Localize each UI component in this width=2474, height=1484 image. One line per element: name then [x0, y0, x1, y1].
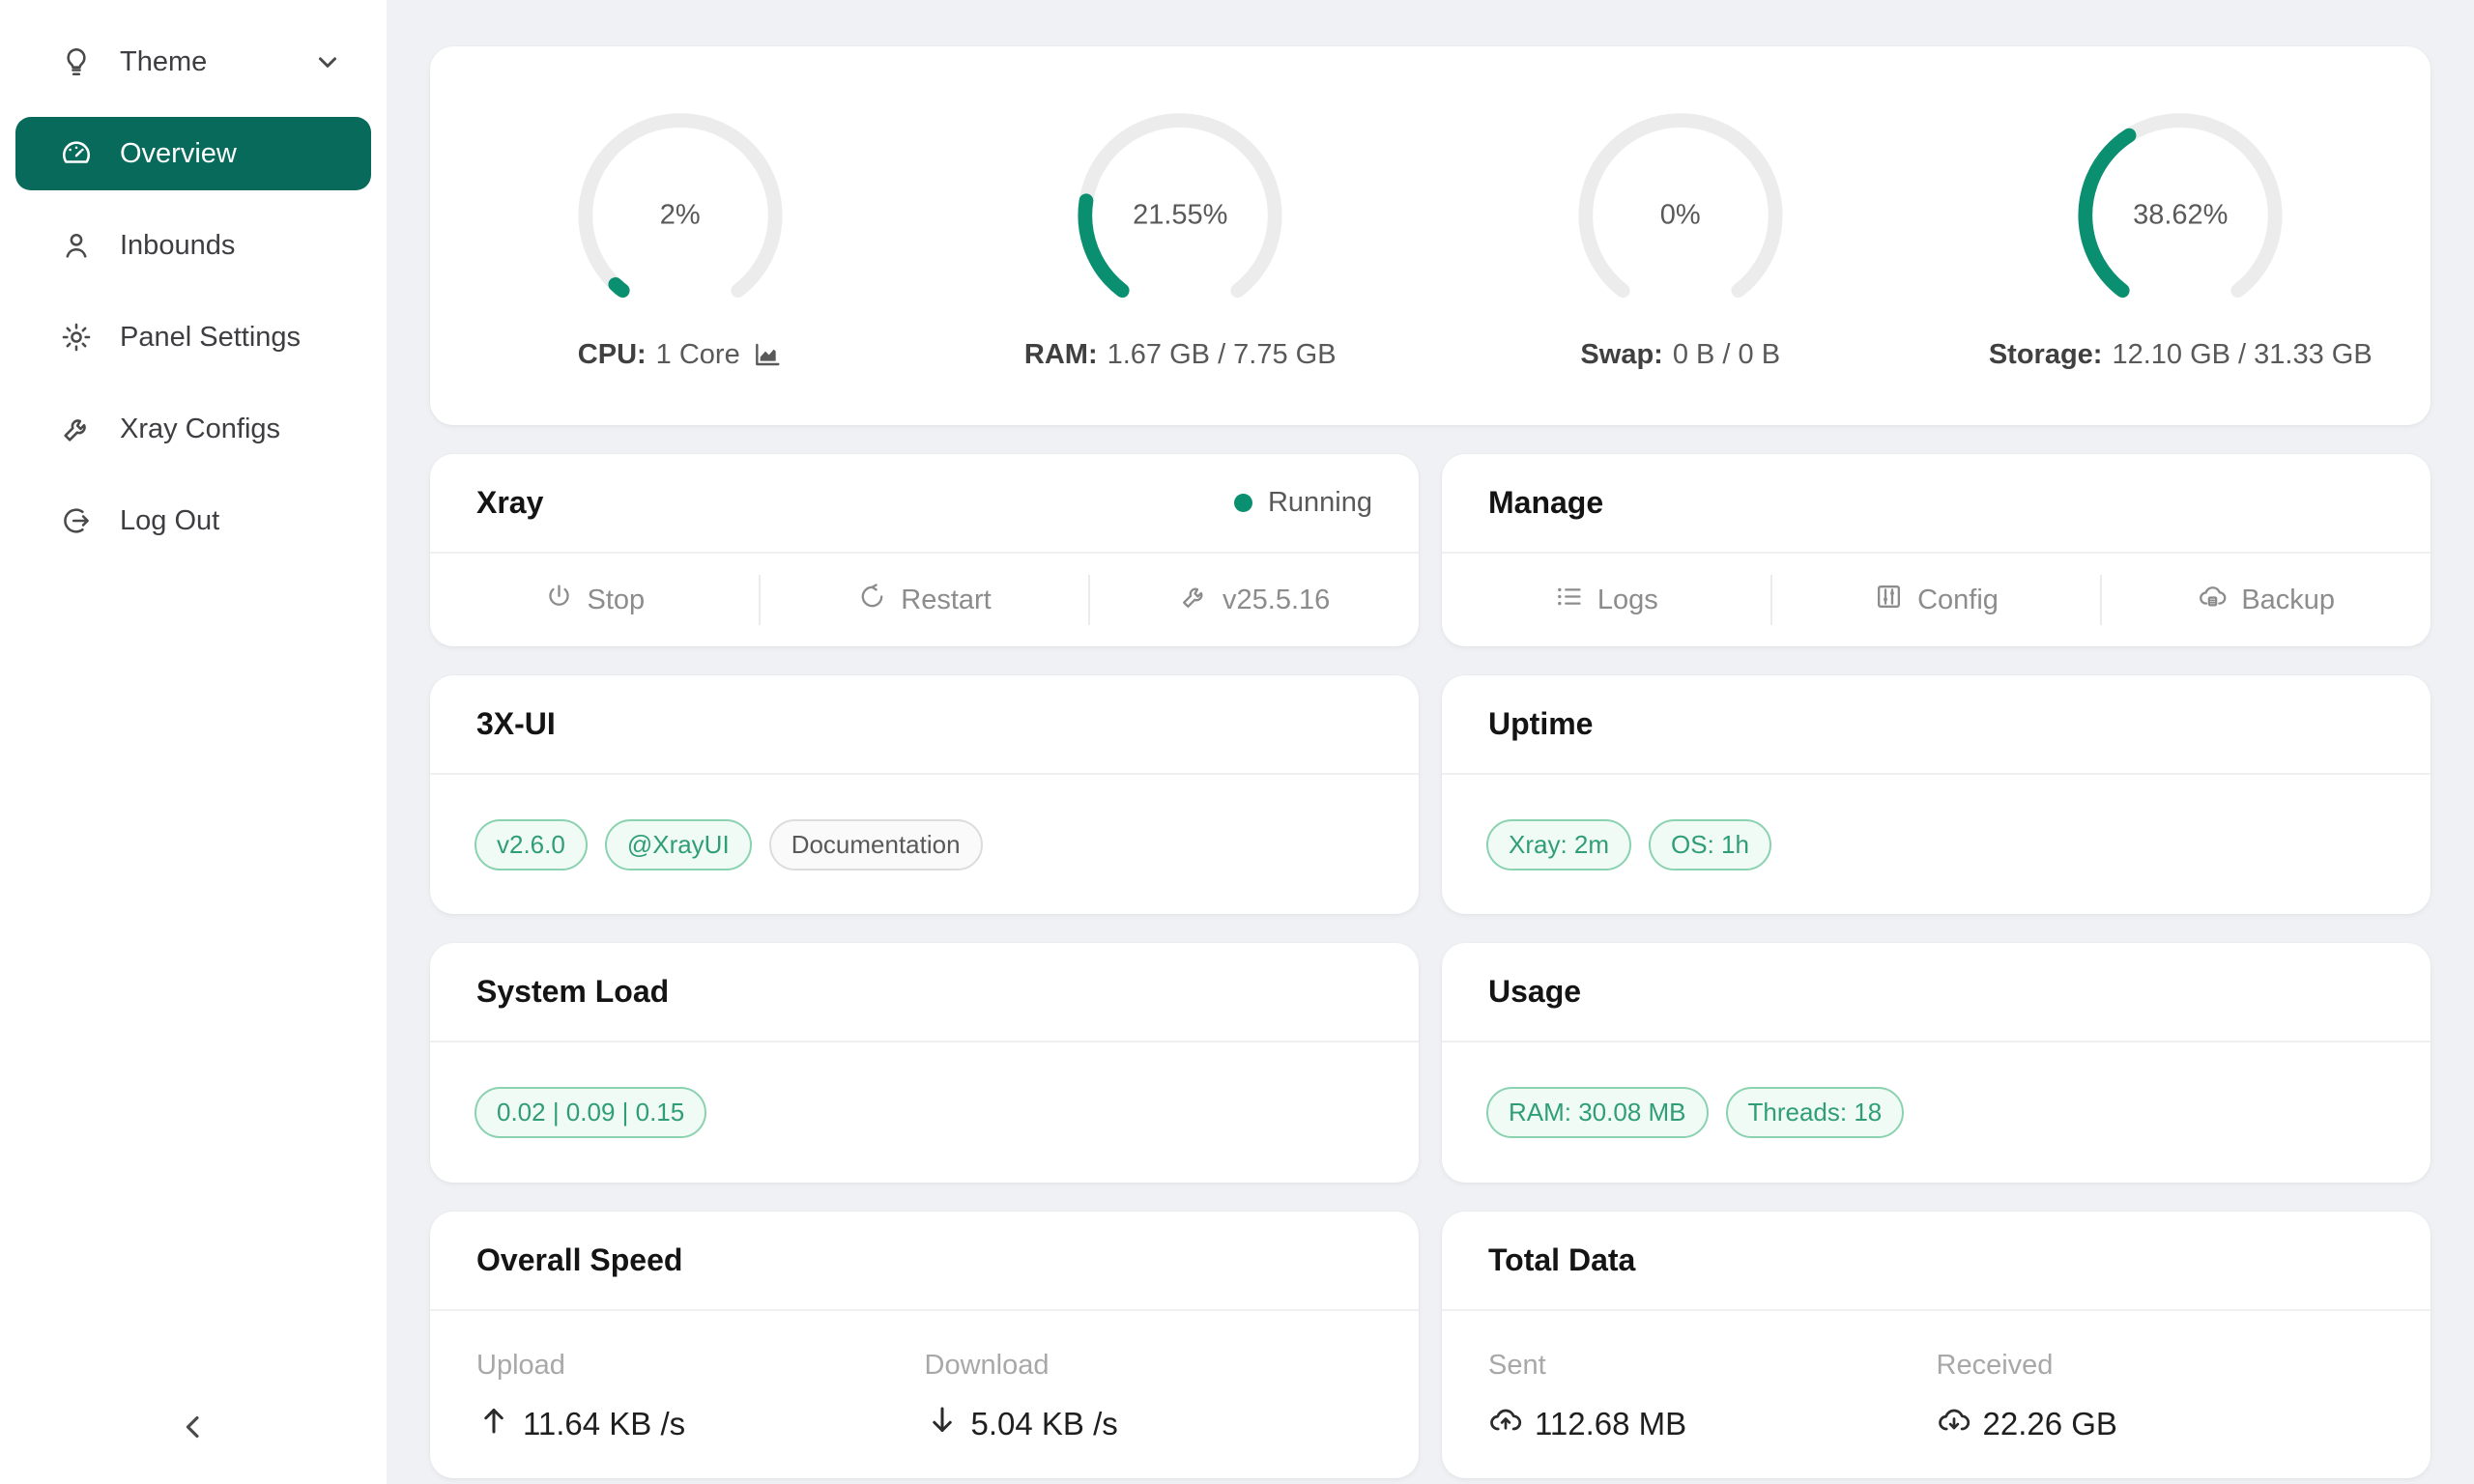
sidebar-item-label: Overview — [120, 137, 237, 169]
wrench-icon — [60, 413, 93, 445]
area-chart-icon[interactable] — [752, 339, 783, 370]
storage-percent: 38.62% — [2133, 199, 2229, 230]
sidebar-item-label: Theme — [120, 45, 208, 77]
divider — [2100, 575, 2103, 625]
system-load-card: System Load 0.02 | 0.09 | 0.15 — [430, 943, 1419, 1183]
dashboard-icon — [60, 137, 93, 170]
xray-uptime-badge: Xray: 2m — [1486, 818, 1632, 870]
telegram-badge[interactable]: @XrayUI — [604, 818, 752, 870]
xui-card: 3X-UI v2.6.0 @XrayUI Documentation — [430, 675, 1419, 914]
gauge-arc — [1578, 112, 1783, 298]
system-load-card-title: System Load — [476, 974, 670, 1009]
sidebar-item-panel-settings[interactable]: Panel Settings — [15, 300, 371, 374]
os-uptime-badge: OS: 1h — [1649, 818, 1771, 870]
swap-percent: 0% — [1659, 199, 1701, 230]
system-gauges-card: 2% CPU: 1 Core 21.55% — [430, 46, 2431, 425]
documentation-badge[interactable]: Documentation — [768, 818, 983, 870]
ram-gauge: 21.55% RAM: 1.67 GB / 7.75 GB — [931, 101, 1431, 371]
gauge-arc — [578, 112, 783, 298]
xray-status: Running — [1233, 487, 1372, 519]
bulb-icon — [60, 45, 93, 78]
sidebar-item-inbounds[interactable]: Inbounds — [15, 209, 371, 282]
config-button[interactable]: Config — [1772, 554, 2101, 646]
total-data-card: Total Data Sent 112.68 MB — [1442, 1212, 2431, 1478]
arrow-up-icon — [476, 1403, 511, 1445]
manage-card-title: Manage — [1488, 485, 1604, 520]
overall-speed-card-title: Overall Speed — [476, 1242, 683, 1277]
received-stat: Received 22.26 GB — [1937, 1350, 2385, 1445]
sidebar-item-overview[interactable]: Overview — [15, 117, 371, 190]
power-icon — [544, 582, 574, 619]
xray-restart-button[interactable]: Restart — [761, 554, 1089, 646]
sidebar-item-xray-configs[interactable]: Xray Configs — [15, 392, 371, 466]
sliders-icon — [1874, 582, 1904, 619]
gauge-arc — [1078, 112, 1282, 298]
ram-percent: 21.55% — [1133, 199, 1228, 230]
backup-button[interactable]: Backup — [2102, 554, 2431, 646]
chevron-down-icon — [313, 47, 342, 76]
ram-usage-badge: RAM: 30.08 MB — [1486, 1087, 1709, 1138]
cloud-download-icon — [1937, 1403, 1971, 1445]
main-content: 2% CPU: 1 Core 21.55% — [387, 0, 2474, 1484]
chevron-left-icon — [175, 1409, 212, 1448]
storage-gauge: 38.62% Storage: 12.10 GB / 31.33 GB — [1931, 101, 2431, 371]
logs-button[interactable]: Logs — [1442, 554, 1770, 646]
wrench-icon — [1179, 582, 1209, 619]
logout-icon — [60, 504, 93, 537]
refresh-icon — [857, 582, 887, 619]
gauge-arc — [2078, 112, 2283, 298]
storage-label: Storage: 12.10 GB / 31.33 GB — [1988, 338, 2373, 370]
sent-stat: Sent 112.68 MB — [1488, 1350, 1937, 1445]
arrow-down-icon — [925, 1403, 960, 1445]
xray-stop-button[interactable]: Stop — [430, 554, 759, 646]
sidebar-item-log-out[interactable]: Log Out — [15, 484, 371, 557]
divider — [1769, 575, 1772, 625]
uptime-card-title: Uptime — [1488, 706, 1594, 741]
cpu-label: CPU: 1 Core — [578, 339, 783, 371]
swap-label: Swap: 0 B / 0 B — [1580, 338, 1781, 370]
load-average-badge: 0.02 | 0.09 | 0.15 — [475, 1087, 707, 1138]
uptime-card: Uptime Xray: 2m OS: 1h — [1442, 675, 2431, 914]
sidebar-item-label: Panel Settings — [120, 321, 302, 353]
sidebar-item-label: Inbounds — [120, 229, 236, 261]
gear-icon — [60, 321, 93, 354]
divider — [1088, 575, 1091, 625]
usage-card: Usage RAM: 30.08 MB Threads: 18 — [1442, 943, 2431, 1183]
manage-card: Manage Logs — [1442, 454, 2431, 646]
status-text: Running — [1267, 487, 1372, 518]
upload-stat: Upload 11.64 KB /s — [476, 1350, 925, 1445]
ram-label: RAM: 1.67 GB / 7.75 GB — [1023, 338, 1337, 370]
xray-card-title: Xray — [476, 485, 544, 520]
divider — [758, 575, 761, 625]
sidebar-collapse-button[interactable] — [162, 1397, 224, 1459]
cpu-gauge: 2% CPU: 1 Core — [430, 101, 931, 371]
usage-card-title: Usage — [1488, 974, 1582, 1009]
cpu-percent: 2% — [659, 199, 701, 230]
xui-card-title: 3X-UI — [476, 706, 556, 741]
swap-gauge: 0% Swap: 0 B / 0 B — [1430, 101, 1931, 371]
overall-speed-card: Overall Speed Upload 11.64 KB /s — [430, 1212, 1419, 1478]
xray-version-button[interactable]: v25.5.16 — [1090, 554, 1419, 646]
user-icon — [60, 229, 93, 262]
sidebar-item-label: Xray Configs — [120, 413, 281, 444]
total-data-card-title: Total Data — [1488, 1242, 1636, 1277]
threads-badge: Threads: 18 — [1725, 1087, 1905, 1138]
version-badge[interactable]: v2.6.0 — [475, 818, 588, 870]
status-dot-icon — [1233, 494, 1252, 512]
cloud-upload-icon — [1488, 1403, 1523, 1445]
sidebar: Theme Overview Inbounds — [0, 0, 387, 1484]
xray-card: Xray Running Stop — [430, 454, 1419, 646]
list-icon — [1554, 582, 1584, 619]
download-stat: Download 5.04 KB /s — [925, 1350, 1373, 1445]
cloud-server-icon — [2198, 582, 2228, 619]
sidebar-item-label: Log Out — [120, 504, 220, 536]
sidebar-item-theme[interactable]: Theme — [15, 25, 371, 99]
